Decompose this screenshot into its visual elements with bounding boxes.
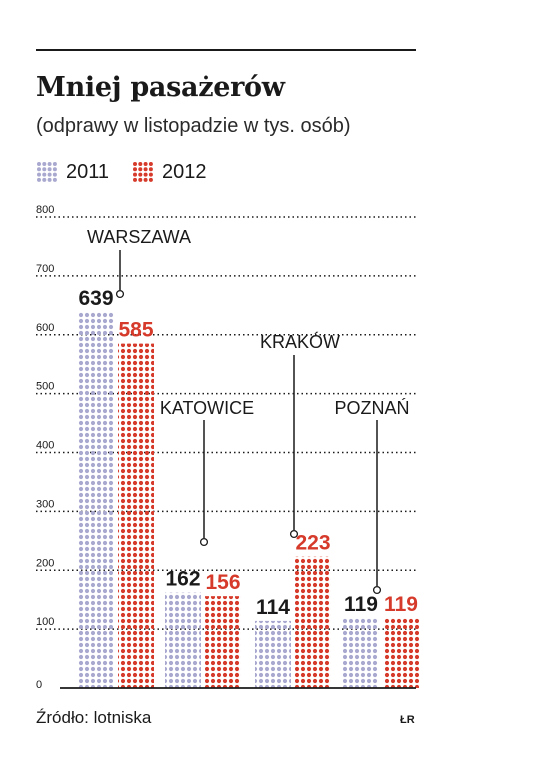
bar-2012-0	[118, 343, 154, 688]
y-tick-label-300: 300	[36, 498, 54, 510]
category-marker-1	[199, 537, 209, 547]
author-signature: ŁR	[400, 714, 415, 726]
bar-2011-2	[255, 620, 291, 688]
data-label-2012-0: 585	[118, 319, 153, 342]
y-tick-label-500: 500	[36, 381, 54, 393]
bar-2011-0	[78, 311, 114, 688]
legend-label-2012: 2012	[162, 161, 207, 183]
bar-2012-3	[383, 617, 419, 688]
source-note: Źródło: lotniska	[36, 708, 152, 727]
bar-chart: 0 100 200 300 400 500 600 700 800 639 162 114 119 585…	[36, 204, 419, 691]
data-label-2011-1: 162	[165, 568, 200, 591]
bar-2011-1	[165, 592, 201, 688]
chart-subtitle: (odprawy w listopadzie w tys. osób)	[36, 115, 351, 137]
chart-title: Mniej pasażerów	[36, 72, 285, 103]
data-label-2012-2: 223	[295, 532, 330, 555]
legend-swatch-2011	[37, 162, 57, 182]
data-label-2011-3: 119	[344, 593, 378, 616]
category-label-2: KRAKÓW	[260, 331, 340, 352]
bar-2011-3	[343, 617, 379, 688]
bar-2012-2	[295, 556, 331, 688]
data-label-2012-1: 156	[205, 571, 240, 594]
category-marker-2	[289, 529, 299, 539]
y-tick-label-100: 100	[36, 616, 54, 628]
y-tick-label-800: 800	[36, 204, 54, 216]
category-label-3: POZNAŃ	[334, 398, 409, 418]
legend-swatch-2012	[133, 162, 153, 182]
category-label-0: WARSZAWA	[87, 227, 191, 247]
y-tick-label-400: 400	[36, 440, 54, 452]
y-tick-label-0: 0	[36, 679, 42, 691]
bar-2012-1	[205, 596, 241, 688]
y-tick-label-700: 700	[36, 263, 54, 275]
top-rule	[36, 49, 416, 51]
category-marker-0	[115, 289, 125, 299]
category-label-1: KATOWICE	[160, 398, 254, 418]
y-tick-label-600: 600	[36, 322, 54, 334]
category-marker-3	[372, 585, 382, 595]
data-label-2012-3: 119	[384, 593, 418, 616]
data-label-2011-0: 639	[78, 287, 113, 310]
legend-label-2011: 2011	[66, 161, 110, 183]
y-tick-label-200: 200	[36, 557, 54, 569]
data-label-2011-2: 114	[256, 596, 290, 619]
